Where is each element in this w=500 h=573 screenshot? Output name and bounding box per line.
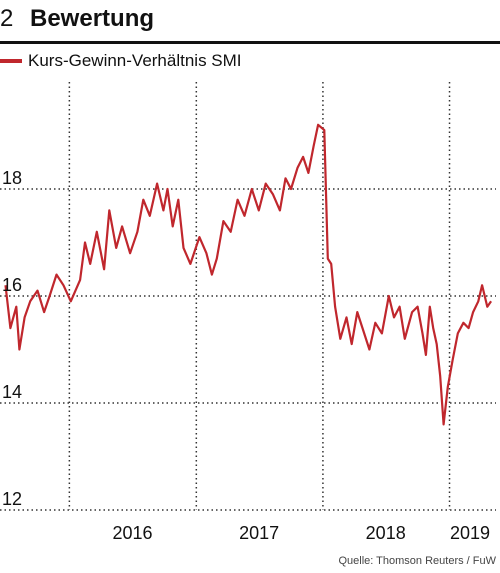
line-chart: 12 14 16 18 2016 2017 2018 2019	[0, 82, 496, 543]
tick-labels: 12 14 16 18 2016 2017 2018 2019	[2, 168, 490, 543]
x-tick-label-2018: 2018	[366, 523, 406, 543]
y-tick-label-16: 16	[2, 275, 22, 295]
y-tick-label-18: 18	[2, 168, 22, 188]
x-tick-label-2016: 2016	[112, 523, 152, 543]
x-tick-label-2019: 2019	[450, 523, 490, 543]
source-note: Quelle: Thomson Reuters / FuW	[338, 555, 496, 567]
y-tick-label-14: 14	[2, 382, 22, 402]
series-line-0	[4, 123, 492, 426]
grid	[0, 82, 496, 511]
title-rule	[0, 41, 500, 44]
x-tick-label-2017: 2017	[239, 523, 279, 543]
legend-swatch	[0, 59, 22, 63]
series-layer	[4, 123, 492, 426]
y-tick-label-12: 12	[2, 489, 22, 509]
legend: Kurs-Gewinn-Verhältnis SMI	[0, 50, 242, 72]
chart-number: 2	[0, 5, 14, 32]
chart-title: Bewertung	[30, 5, 155, 32]
legend-label: Kurs-Gewinn-Verhältnis SMI	[28, 51, 242, 70]
